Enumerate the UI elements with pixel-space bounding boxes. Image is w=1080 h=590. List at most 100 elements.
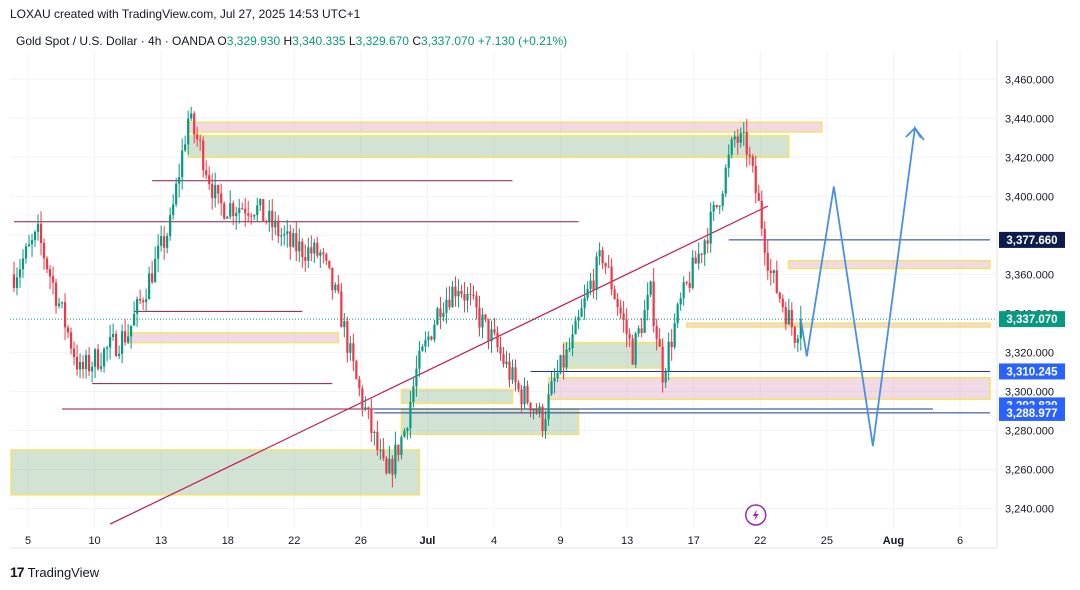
candle-body bbox=[274, 220, 277, 228]
open-label: O bbox=[217, 34, 227, 48]
candle-body bbox=[577, 316, 580, 321]
candle-body bbox=[394, 444, 397, 475]
candle-body bbox=[784, 307, 787, 325]
x-tick-label: 5 bbox=[25, 535, 31, 547]
candle-body bbox=[87, 355, 91, 372]
candle-body bbox=[90, 366, 94, 372]
candle-body bbox=[69, 332, 73, 349]
price-label-box bbox=[999, 363, 1065, 380]
candle-body bbox=[568, 348, 571, 350]
candle-body bbox=[211, 184, 214, 199]
x-tick-label: 22 bbox=[754, 535, 766, 547]
x-tick-label: 6 bbox=[957, 535, 963, 547]
candle-body bbox=[757, 193, 760, 201]
candle-body bbox=[676, 304, 679, 324]
candle-body bbox=[196, 134, 199, 140]
candle-body bbox=[622, 313, 625, 320]
candle-body bbox=[271, 210, 274, 228]
candle-body bbox=[175, 183, 178, 205]
candle-body bbox=[454, 286, 457, 297]
candle-body bbox=[289, 231, 292, 247]
candle-body bbox=[751, 156, 754, 167]
candle-body bbox=[691, 257, 694, 288]
high-value: 3,340.335 bbox=[292, 34, 346, 48]
y-tick-label: 3,320.000 bbox=[1005, 347, 1054, 359]
candle-body bbox=[715, 204, 718, 208]
candle-body bbox=[12, 274, 16, 289]
candle-body bbox=[703, 240, 706, 255]
candle-body bbox=[370, 409, 373, 433]
candle-body bbox=[154, 258, 157, 283]
candle-body bbox=[238, 208, 241, 214]
x-tick-label: 25 bbox=[821, 535, 833, 547]
candle-body bbox=[81, 362, 85, 370]
candle-body bbox=[397, 444, 400, 455]
candle-body bbox=[328, 260, 331, 268]
candle-body bbox=[42, 242, 46, 259]
candle-body bbox=[415, 368, 418, 387]
zone-pink-top bbox=[187, 121, 823, 133]
candle-body bbox=[532, 409, 535, 411]
candle-body bbox=[745, 132, 748, 155]
candle-body bbox=[709, 211, 712, 244]
candle-body bbox=[151, 273, 154, 283]
candle-body bbox=[583, 297, 586, 309]
candle-body bbox=[736, 136, 739, 143]
candle-body bbox=[706, 240, 709, 244]
candle-body bbox=[610, 266, 613, 290]
symbol-name[interactable]: Gold Spot / U.S. Dollar · 4h · OANDA bbox=[16, 34, 215, 48]
candle-body bbox=[160, 236, 163, 246]
candle-body bbox=[202, 140, 205, 171]
candle-body bbox=[75, 356, 79, 370]
candle-body bbox=[571, 334, 574, 349]
projection-arrowhead bbox=[905, 126, 925, 141]
candle-body bbox=[523, 386, 526, 405]
x-tick-label: 13 bbox=[621, 535, 633, 547]
candle-body bbox=[142, 300, 145, 303]
x-tick-label: 17 bbox=[688, 535, 700, 547]
candle-body bbox=[466, 293, 469, 301]
candle-body bbox=[679, 298, 682, 305]
candle-body bbox=[72, 348, 76, 357]
candle-body bbox=[487, 319, 490, 342]
y-tick-label: 3,260.000 bbox=[1005, 464, 1054, 476]
candle-body bbox=[322, 252, 325, 255]
candle-body bbox=[108, 337, 112, 348]
x-tick-label: Aug bbox=[883, 535, 904, 547]
trend-line bbox=[109, 205, 769, 525]
candle-body bbox=[388, 458, 391, 474]
candle-body bbox=[157, 245, 160, 259]
candle-body bbox=[418, 350, 421, 369]
candle-body bbox=[163, 236, 166, 248]
candle-body bbox=[36, 223, 40, 232]
candle-body bbox=[664, 371, 667, 383]
candle-body bbox=[430, 336, 433, 340]
candle-body bbox=[727, 154, 730, 168]
candle-body bbox=[592, 280, 595, 290]
y-tick-label: 3,400.000 bbox=[1005, 191, 1054, 203]
candle-body bbox=[241, 208, 244, 210]
candle-body bbox=[478, 307, 481, 328]
candle-body bbox=[403, 430, 406, 437]
candle-body bbox=[517, 382, 520, 390]
candle-body bbox=[733, 136, 736, 140]
tradingview-brand[interactable]: 17 TradingView bbox=[10, 564, 99, 580]
candle-body bbox=[66, 327, 70, 333]
candle-body bbox=[54, 282, 58, 306]
x-tick-label: 10 bbox=[88, 535, 100, 547]
candle-body bbox=[226, 216, 229, 219]
candle-body bbox=[184, 144, 187, 151]
close-value: 3,337.070 bbox=[421, 34, 475, 48]
candle-body bbox=[298, 241, 301, 252]
candle-body bbox=[718, 205, 721, 208]
candle-body bbox=[469, 293, 472, 295]
candle-body bbox=[604, 263, 607, 267]
candle-body bbox=[508, 361, 511, 380]
candle-body bbox=[325, 254, 328, 261]
candle-body bbox=[127, 336, 130, 343]
candle-body bbox=[33, 231, 37, 241]
candle-body bbox=[721, 193, 724, 206]
candle-body bbox=[520, 389, 523, 405]
price-label-text: 3,310.245 bbox=[1006, 366, 1058, 378]
